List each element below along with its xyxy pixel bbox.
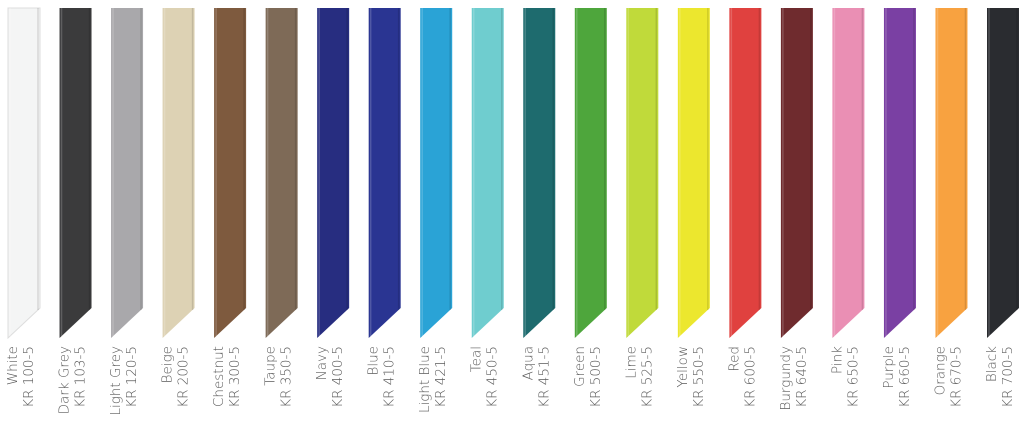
swatch-code: KR 450-5 — [485, 346, 501, 408]
swatch-name: Chestnut — [211, 346, 227, 407]
swatch-code: KR 670-5 — [948, 346, 964, 408]
swatch-code: KR 103-5 — [73, 346, 89, 408]
swatch-name: Taupe — [263, 346, 279, 386]
swatch-code: KR 451-5 — [536, 346, 552, 408]
swatch-code: KR 700-5 — [1000, 346, 1016, 408]
swatch-name: Beige — [160, 346, 176, 383]
swatch-code: KR 120-5 — [124, 346, 140, 408]
swatch-name: Yellow — [675, 346, 691, 388]
swatch-name: Black — [984, 346, 1000, 382]
ribbon — [832, 8, 865, 338]
swatch-name: Aqua — [520, 346, 536, 380]
ribbon — [368, 8, 401, 338]
ribbon — [935, 8, 968, 338]
swatch-code: KR 650-5 — [845, 346, 861, 408]
swatch-name: Pink — [829, 346, 845, 374]
swatch-code: KR 525-5 — [639, 346, 655, 408]
ribbon — [780, 8, 813, 338]
ribbon — [111, 8, 144, 338]
swatch-code: KR 421-5 — [433, 346, 449, 408]
ribbon — [523, 8, 556, 338]
swatch-name: Lime — [623, 346, 639, 379]
swatch-name: Burgundy — [778, 346, 794, 410]
ribbon — [677, 8, 710, 338]
ribbon — [7, 7, 41, 340]
swatch-name: Red — [726, 346, 742, 372]
swatch-code: KR 100-5 — [21, 346, 37, 408]
ribbon — [471, 8, 504, 338]
swatch-code: KR 500-5 — [588, 346, 604, 408]
ribbon — [214, 8, 247, 338]
swatch-code: KR 400-5 — [330, 346, 346, 408]
swatch-name: Dark Grey — [57, 346, 73, 414]
ribbon — [162, 8, 195, 338]
swatch-code: KR 600-5 — [742, 346, 758, 408]
swatch-code: KR 660-5 — [897, 346, 913, 408]
ribbon — [626, 8, 659, 338]
ribbon — [883, 8, 916, 338]
swatch-name: Purple — [881, 346, 897, 389]
swatch-name: Light Blue — [417, 346, 433, 413]
swatch-name: Light Grey — [108, 346, 124, 416]
swatch-code: KR 640-5 — [794, 346, 810, 408]
ribbon — [317, 8, 350, 338]
ribbon — [420, 8, 453, 338]
swatch-name: Navy — [314, 346, 330, 380]
swatch-name: Orange — [932, 346, 948, 395]
ribbon — [729, 8, 762, 338]
ribbon — [59, 8, 92, 338]
ribbon — [265, 8, 298, 338]
swatch-name: Green — [572, 346, 588, 387]
swatch-code: KR 200-5 — [176, 346, 192, 408]
swatch-code: KR 550-5 — [691, 346, 707, 408]
ribbon — [574, 8, 607, 338]
swatch-name: Teal — [469, 346, 485, 372]
swatch-code: KR 410-5 — [382, 346, 398, 408]
swatch-code: KR 350-5 — [279, 346, 295, 408]
ribbon — [987, 8, 1019, 338]
swatch-code: KR 300-5 — [227, 346, 243, 408]
swatch-name: Blue — [366, 346, 382, 375]
swatch-name: White — [5, 346, 21, 385]
